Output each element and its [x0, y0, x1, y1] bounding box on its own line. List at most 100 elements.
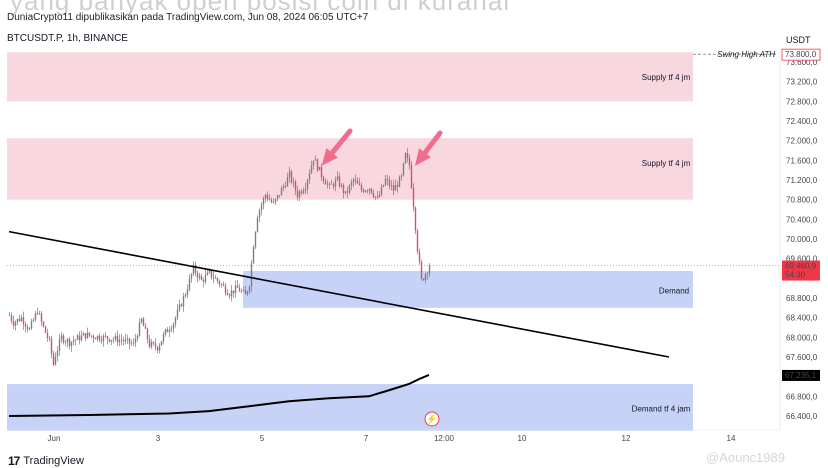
candle — [260, 204, 263, 211]
candle — [176, 309, 179, 318]
candle — [32, 319, 35, 322]
price-tick-label: 72.400,0 — [786, 117, 818, 126]
currency-label[interactable]: USDT — [786, 35, 811, 45]
candle — [92, 335, 95, 339]
candle — [332, 184, 335, 187]
candle — [342, 185, 345, 194]
lightning-icon: ⚡ — [426, 413, 437, 425]
candle — [240, 290, 243, 292]
candle — [110, 340, 113, 342]
candle — [24, 324, 27, 327]
candle — [120, 339, 123, 341]
candle — [408, 157, 411, 166]
candle — [366, 190, 369, 192]
candle — [386, 178, 389, 181]
candle — [266, 195, 269, 200]
candle — [262, 198, 265, 205]
candle — [284, 186, 287, 187]
candle — [340, 185, 343, 187]
price-tick-label: 71.600,0 — [786, 156, 818, 165]
candle — [362, 190, 365, 192]
time-tick-label: 7 — [364, 434, 369, 443]
time-tick-label: 10 — [518, 434, 527, 443]
candle — [308, 173, 311, 181]
candle — [392, 185, 395, 191]
candle — [214, 278, 217, 279]
candle — [96, 335, 99, 340]
candle — [264, 195, 267, 199]
candle — [18, 318, 21, 321]
tradingview-logo[interactable]: 17 TradingView — [8, 454, 84, 468]
arrowhead-icon — [414, 148, 431, 166]
candle — [36, 313, 39, 314]
ath-price-text: 73.800,0 — [785, 50, 817, 59]
candle — [116, 335, 119, 343]
time-tick-label: 12:00 — [434, 434, 455, 443]
time-axis[interactable]: Jun 3 5 7 12:00 10 12 14 — [7, 429, 780, 443]
candle — [74, 339, 77, 341]
brand-name: TradingView — [23, 455, 84, 467]
candle — [54, 356, 57, 365]
candle — [138, 322, 141, 336]
candle — [402, 163, 405, 176]
arrowhead-icon — [321, 148, 338, 166]
candle — [206, 272, 209, 276]
candle — [14, 322, 17, 326]
candle — [356, 180, 359, 184]
candle — [294, 181, 297, 191]
candle — [52, 353, 55, 365]
time-tick-label: 3 — [156, 434, 161, 443]
candle — [102, 335, 105, 342]
candle — [320, 166, 323, 178]
symbol-label[interactable]: BTCUSDT.P, 1h, BINANCE — [7, 33, 128, 44]
countdown-text: 54:30 — [785, 271, 806, 280]
candle — [208, 270, 211, 273]
plot-background — [7, 50, 780, 428]
candle — [226, 292, 229, 295]
candle — [312, 160, 315, 166]
price-tick-label: 67.600,0 — [786, 353, 818, 362]
candle — [86, 332, 89, 339]
supply-mid-label: Supply tf 4 jm — [642, 159, 691, 168]
candle — [256, 217, 259, 232]
candle — [310, 165, 313, 174]
candle — [426, 273, 429, 275]
candle — [376, 196, 379, 198]
candle — [348, 185, 351, 193]
last-price-tag — [782, 260, 820, 281]
alert-icon — [424, 411, 440, 427]
price-axis[interactable]: 73.600,0 73.200,0 72.800,0 72.400,0 72.000,0… — [779, 48, 821, 430]
candle — [84, 333, 87, 339]
candle — [222, 284, 225, 286]
candle — [122, 340, 125, 342]
candle — [380, 186, 383, 195]
candle — [46, 332, 49, 339]
candle — [10, 315, 13, 321]
candle — [78, 335, 81, 341]
candle — [290, 171, 293, 183]
candle — [302, 190, 305, 194]
candle — [330, 183, 333, 185]
candle — [44, 326, 47, 333]
candle — [212, 277, 215, 279]
candle — [412, 188, 415, 208]
candle — [404, 153, 407, 164]
candle — [166, 329, 169, 333]
candle — [234, 285, 237, 294]
candle — [314, 159, 317, 161]
supply-zone — [7, 52, 693, 102]
candle — [236, 285, 239, 288]
candle — [12, 320, 15, 326]
candle — [276, 195, 279, 200]
candle — [218, 281, 221, 285]
candle — [184, 294, 187, 297]
time-tick-label: Jun — [48, 434, 61, 443]
candle — [322, 177, 325, 182]
candle — [28, 328, 31, 330]
candle — [142, 318, 145, 327]
candle — [62, 335, 65, 343]
candle — [300, 191, 303, 194]
candle — [34, 313, 37, 320]
price-tick-label: 72.800,0 — [786, 97, 818, 106]
